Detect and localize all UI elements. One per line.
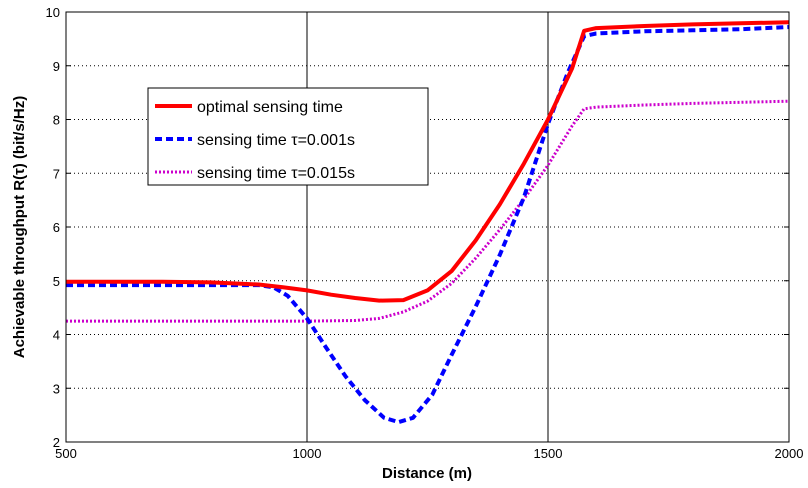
y-tick-label: 3 (53, 381, 60, 396)
legend-label-tau-0015: sensing time τ=0.015s (197, 165, 355, 182)
y-axis-ticks: 2 3 4 5 6 7 8 9 10 (46, 5, 789, 450)
legend-box (147, 87, 429, 186)
y-tick-label: 2 (53, 435, 60, 450)
legend-label-tau-0001: sensing time τ=0.001s (197, 132, 355, 149)
y-tick-label: 4 (53, 328, 60, 343)
y-tick-label: 7 (53, 166, 60, 181)
y-tick-label: 10 (46, 5, 60, 20)
x-tick-label: 2000 (775, 446, 804, 461)
series-line-1 (66, 25, 790, 425)
series-line-0 (66, 20, 790, 303)
series-line-2 (66, 99, 790, 323)
legend: optimal sensing time sensing time τ=0.00… (147, 87, 429, 186)
x-tick-label: 1500 (534, 446, 563, 461)
legend-label-optimal: optimal sensing time (197, 99, 343, 116)
y-tick-label: 6 (53, 220, 60, 235)
x-axis-title: Distance (m) (382, 465, 472, 482)
y-tick-label: 5 (53, 274, 60, 289)
series-layer (66, 20, 790, 425)
y-axis-title: Achievable throughput R(τ) (bit/s/Hz) (11, 96, 28, 359)
plot-frame (65, 11, 790, 443)
x-axis-ticks: 500 1000 1500 2000 (55, 437, 803, 461)
y-tick-label: 8 (53, 113, 60, 128)
y-tick-label: 9 (53, 59, 60, 74)
x-tick-label: 500 (55, 446, 77, 461)
x-tick-label: 1000 (293, 446, 322, 461)
